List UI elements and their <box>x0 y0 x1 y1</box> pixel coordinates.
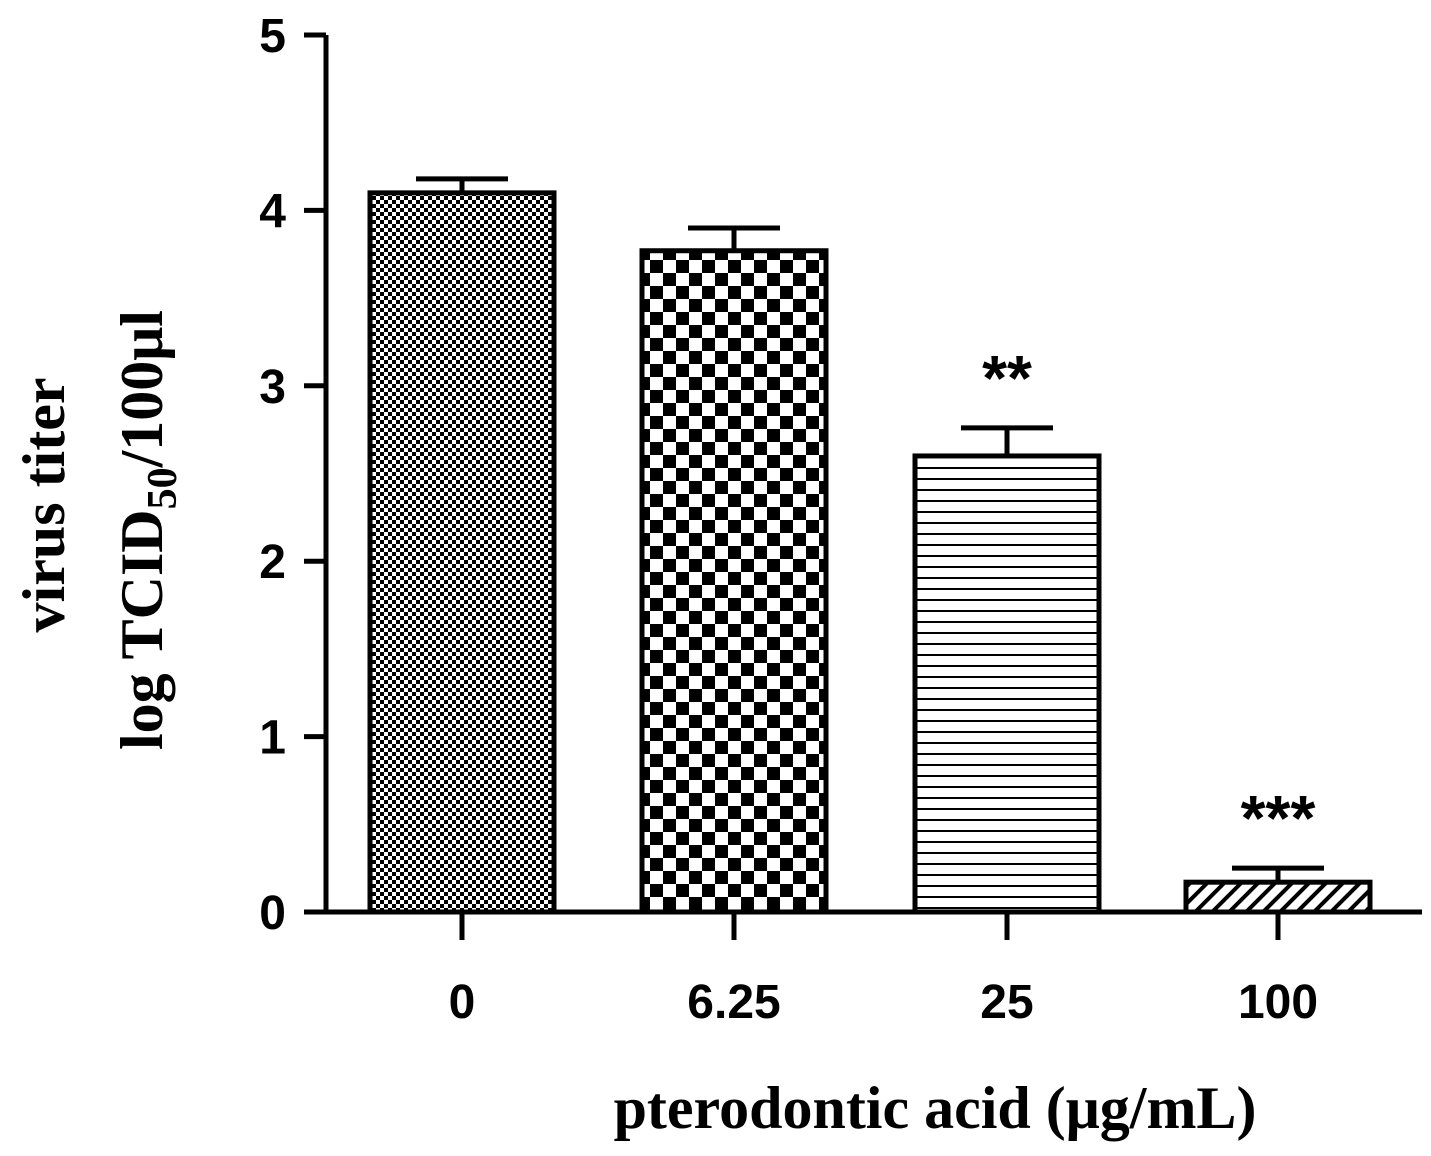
y-axis-title-subscript: 50 <box>140 467 186 509</box>
y-tick-label-4: 4 <box>259 185 286 238</box>
y-tick-label-3: 3 <box>259 361 286 414</box>
bar-0 <box>367 190 557 915</box>
bars-layer <box>367 176 1373 915</box>
x-tick-label-100: 100 <box>1238 976 1318 1029</box>
significance-marker-25: ** <box>982 342 1032 414</box>
axes <box>304 32 1422 940</box>
x-tick-label-25: 25 <box>980 976 1033 1029</box>
x-tick-label-0: 0 <box>449 976 476 1029</box>
y-tick-label-1: 1 <box>259 712 286 765</box>
y-axis-title-line1: virus titer <box>11 378 77 633</box>
y-axis-title-prefix: log TCID <box>109 509 175 750</box>
x-tick-label-6.25: 6.25 <box>687 976 780 1029</box>
y-tick-label-5: 5 <box>259 10 286 63</box>
y-tick-label-0: 0 <box>259 887 286 940</box>
x-axis-title: pterodontic acid (μg/mL) <box>614 1075 1257 1141</box>
bar-6.25 <box>639 248 829 915</box>
bar-100 <box>1183 879 1373 915</box>
y-axis-title-suffix: /100μl <box>109 310 175 468</box>
y-axis-title-line2: log TCID50/100μl <box>109 310 186 750</box>
significance-marker-100: *** <box>1241 782 1316 854</box>
y-tick-label-2: 2 <box>259 536 286 589</box>
bar-25 <box>912 453 1102 915</box>
